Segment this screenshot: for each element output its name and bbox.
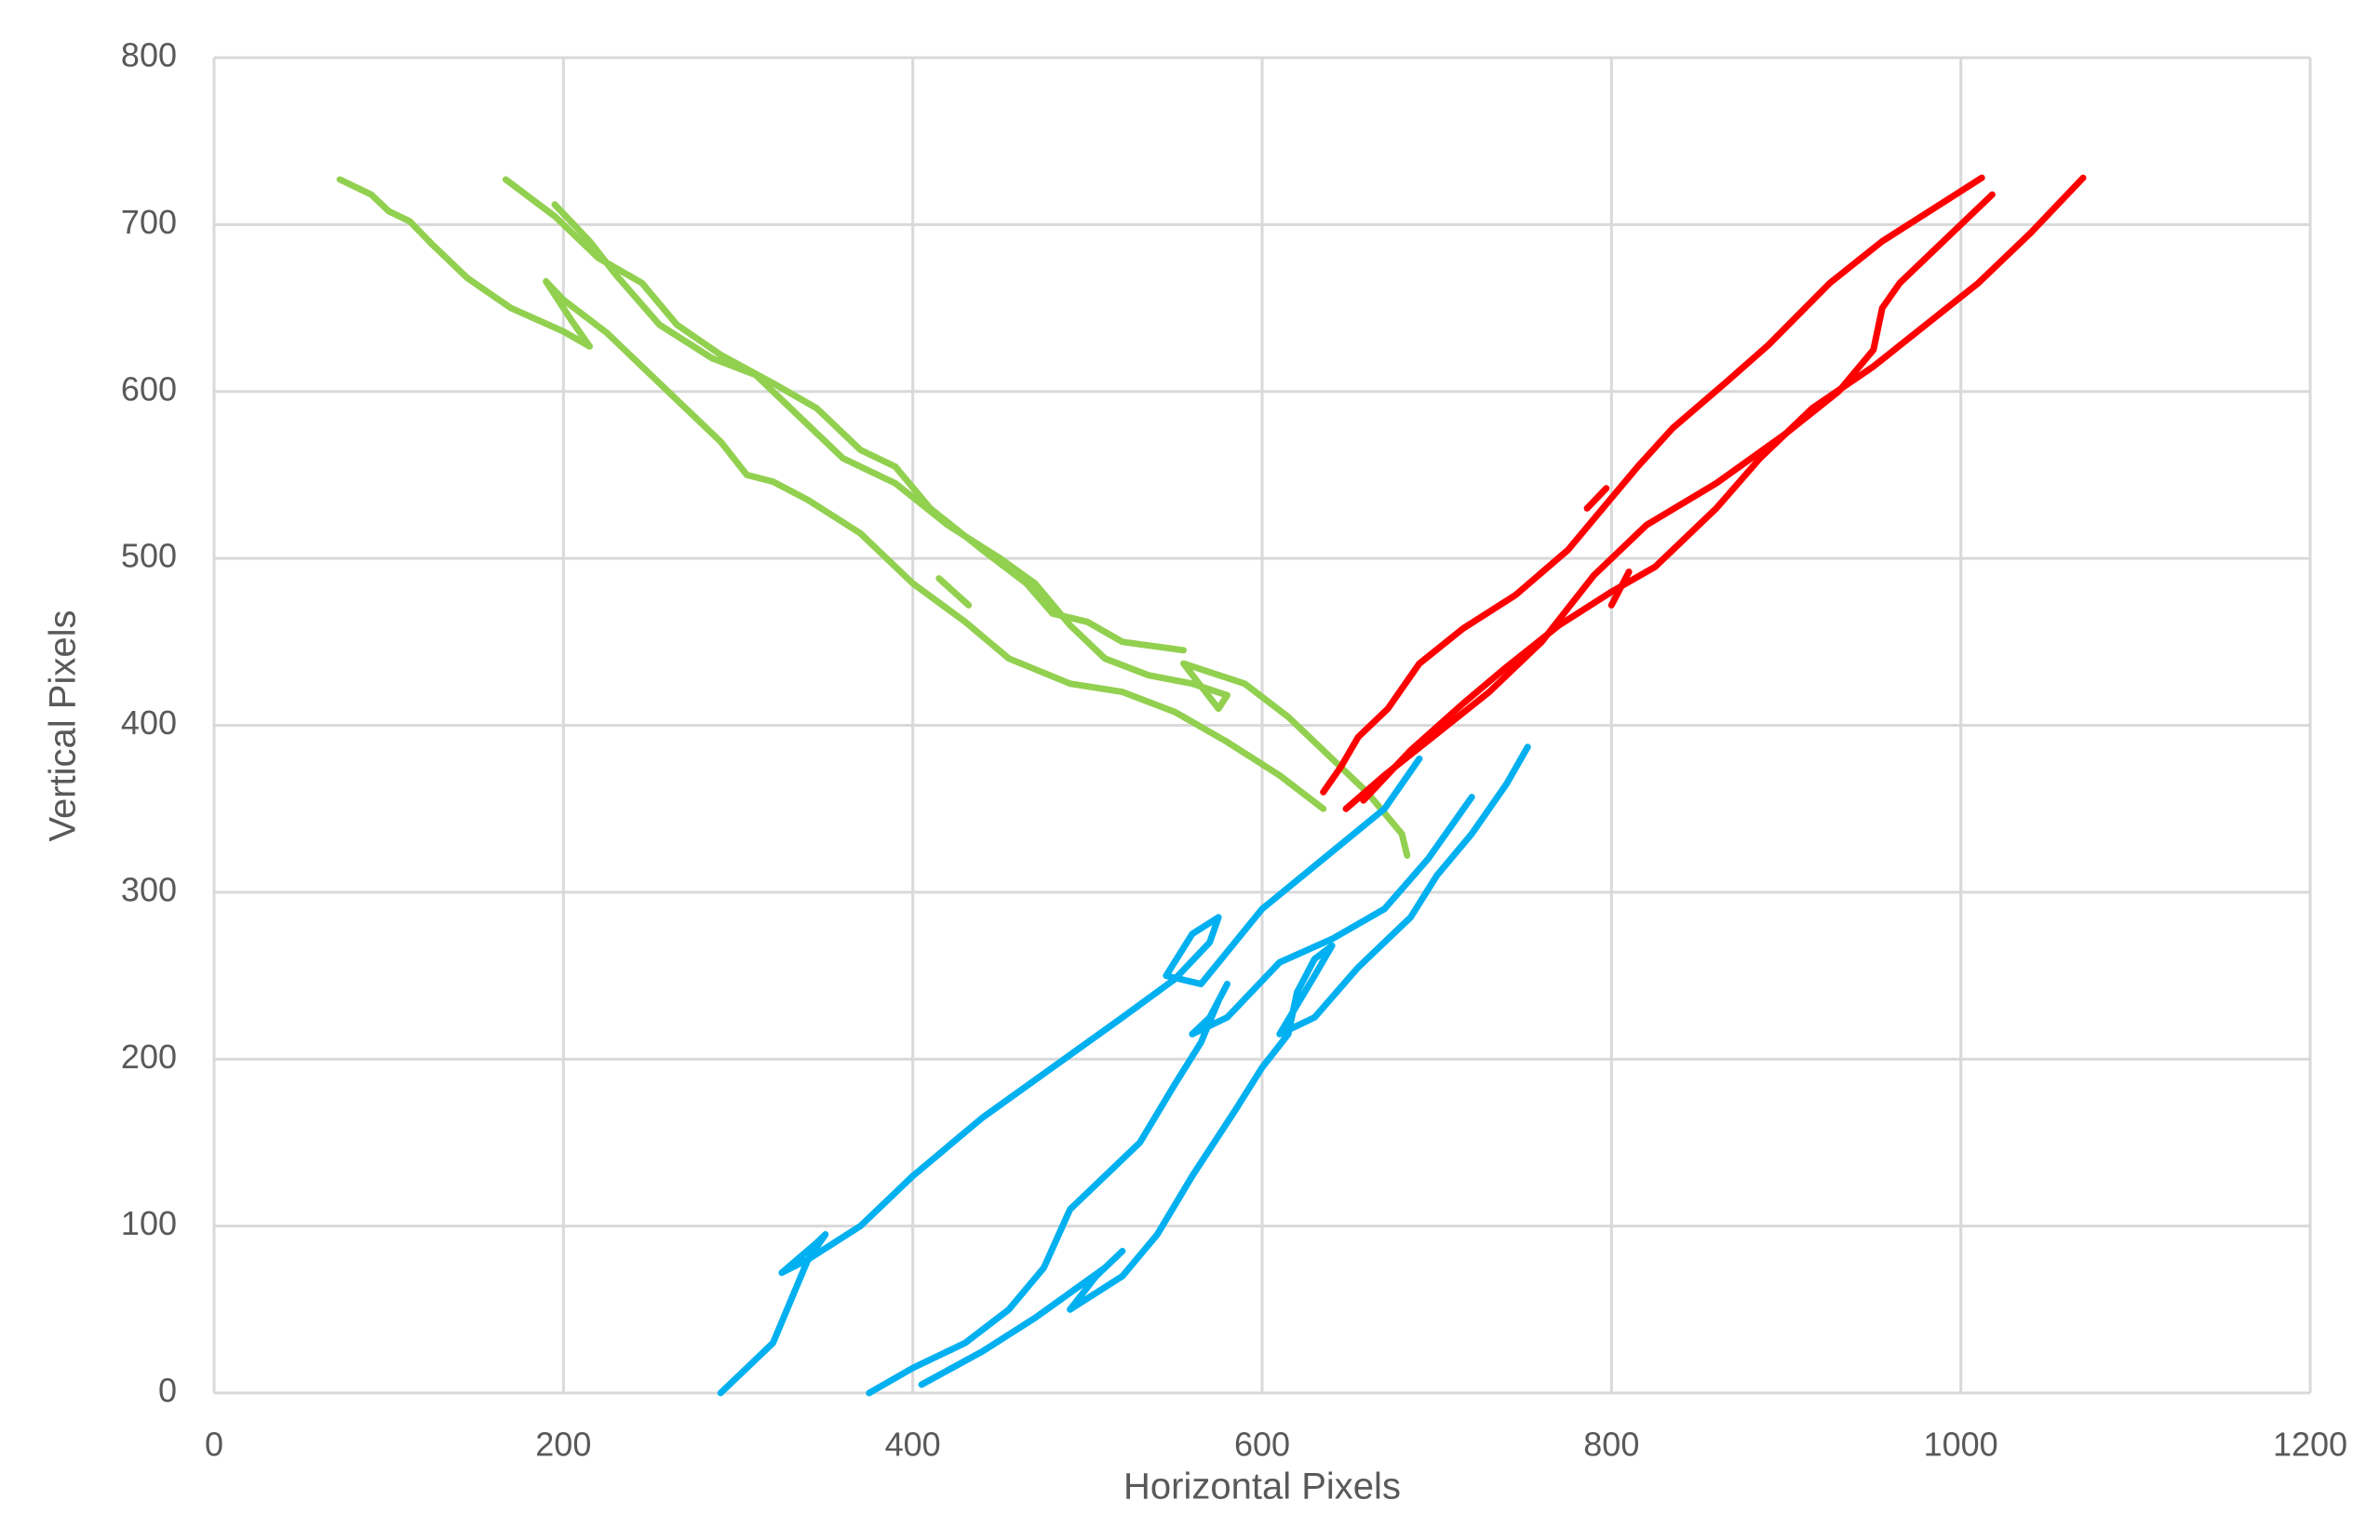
trace-line xyxy=(1360,174,2087,804)
trace-line xyxy=(935,575,973,609)
trace-line xyxy=(1320,174,1985,796)
y-tick-label: 700 xyxy=(121,203,177,241)
trace-line xyxy=(502,176,1187,654)
x-tick-label: 1200 xyxy=(2273,1426,2347,1464)
x-tick-label: 400 xyxy=(885,1426,941,1464)
y-tick-label: 800 xyxy=(121,36,177,74)
y-tick-label: 200 xyxy=(121,1038,177,1076)
x-tick-label: 1000 xyxy=(1924,1426,1998,1464)
x-tick-label: 200 xyxy=(535,1426,591,1464)
trace-line xyxy=(1607,569,1633,609)
trace-line xyxy=(918,743,1531,1388)
trace-line xyxy=(551,201,1411,859)
x-tick-label: 0 xyxy=(205,1426,223,1464)
y-tick-label: 0 xyxy=(158,1372,177,1410)
trace-line xyxy=(336,176,1327,812)
x-tick-label: 600 xyxy=(1234,1426,1290,1464)
trace-line xyxy=(1342,191,1996,812)
x-tick-label: 800 xyxy=(1583,1426,1639,1464)
y-axis-title: Vertical Pixels xyxy=(43,610,84,842)
y-tick-label: 500 xyxy=(121,537,177,575)
y-tick-label: 600 xyxy=(121,369,177,408)
y-tick-label: 100 xyxy=(121,1204,177,1242)
trace-line xyxy=(866,794,1475,1397)
x-axis-title: Horizontal Pixels xyxy=(1123,1466,1401,1507)
trace-line xyxy=(1583,485,1610,512)
y-tick-label: 400 xyxy=(121,703,177,742)
y-tick-label: 300 xyxy=(121,870,177,908)
trace-line xyxy=(717,755,1423,1397)
